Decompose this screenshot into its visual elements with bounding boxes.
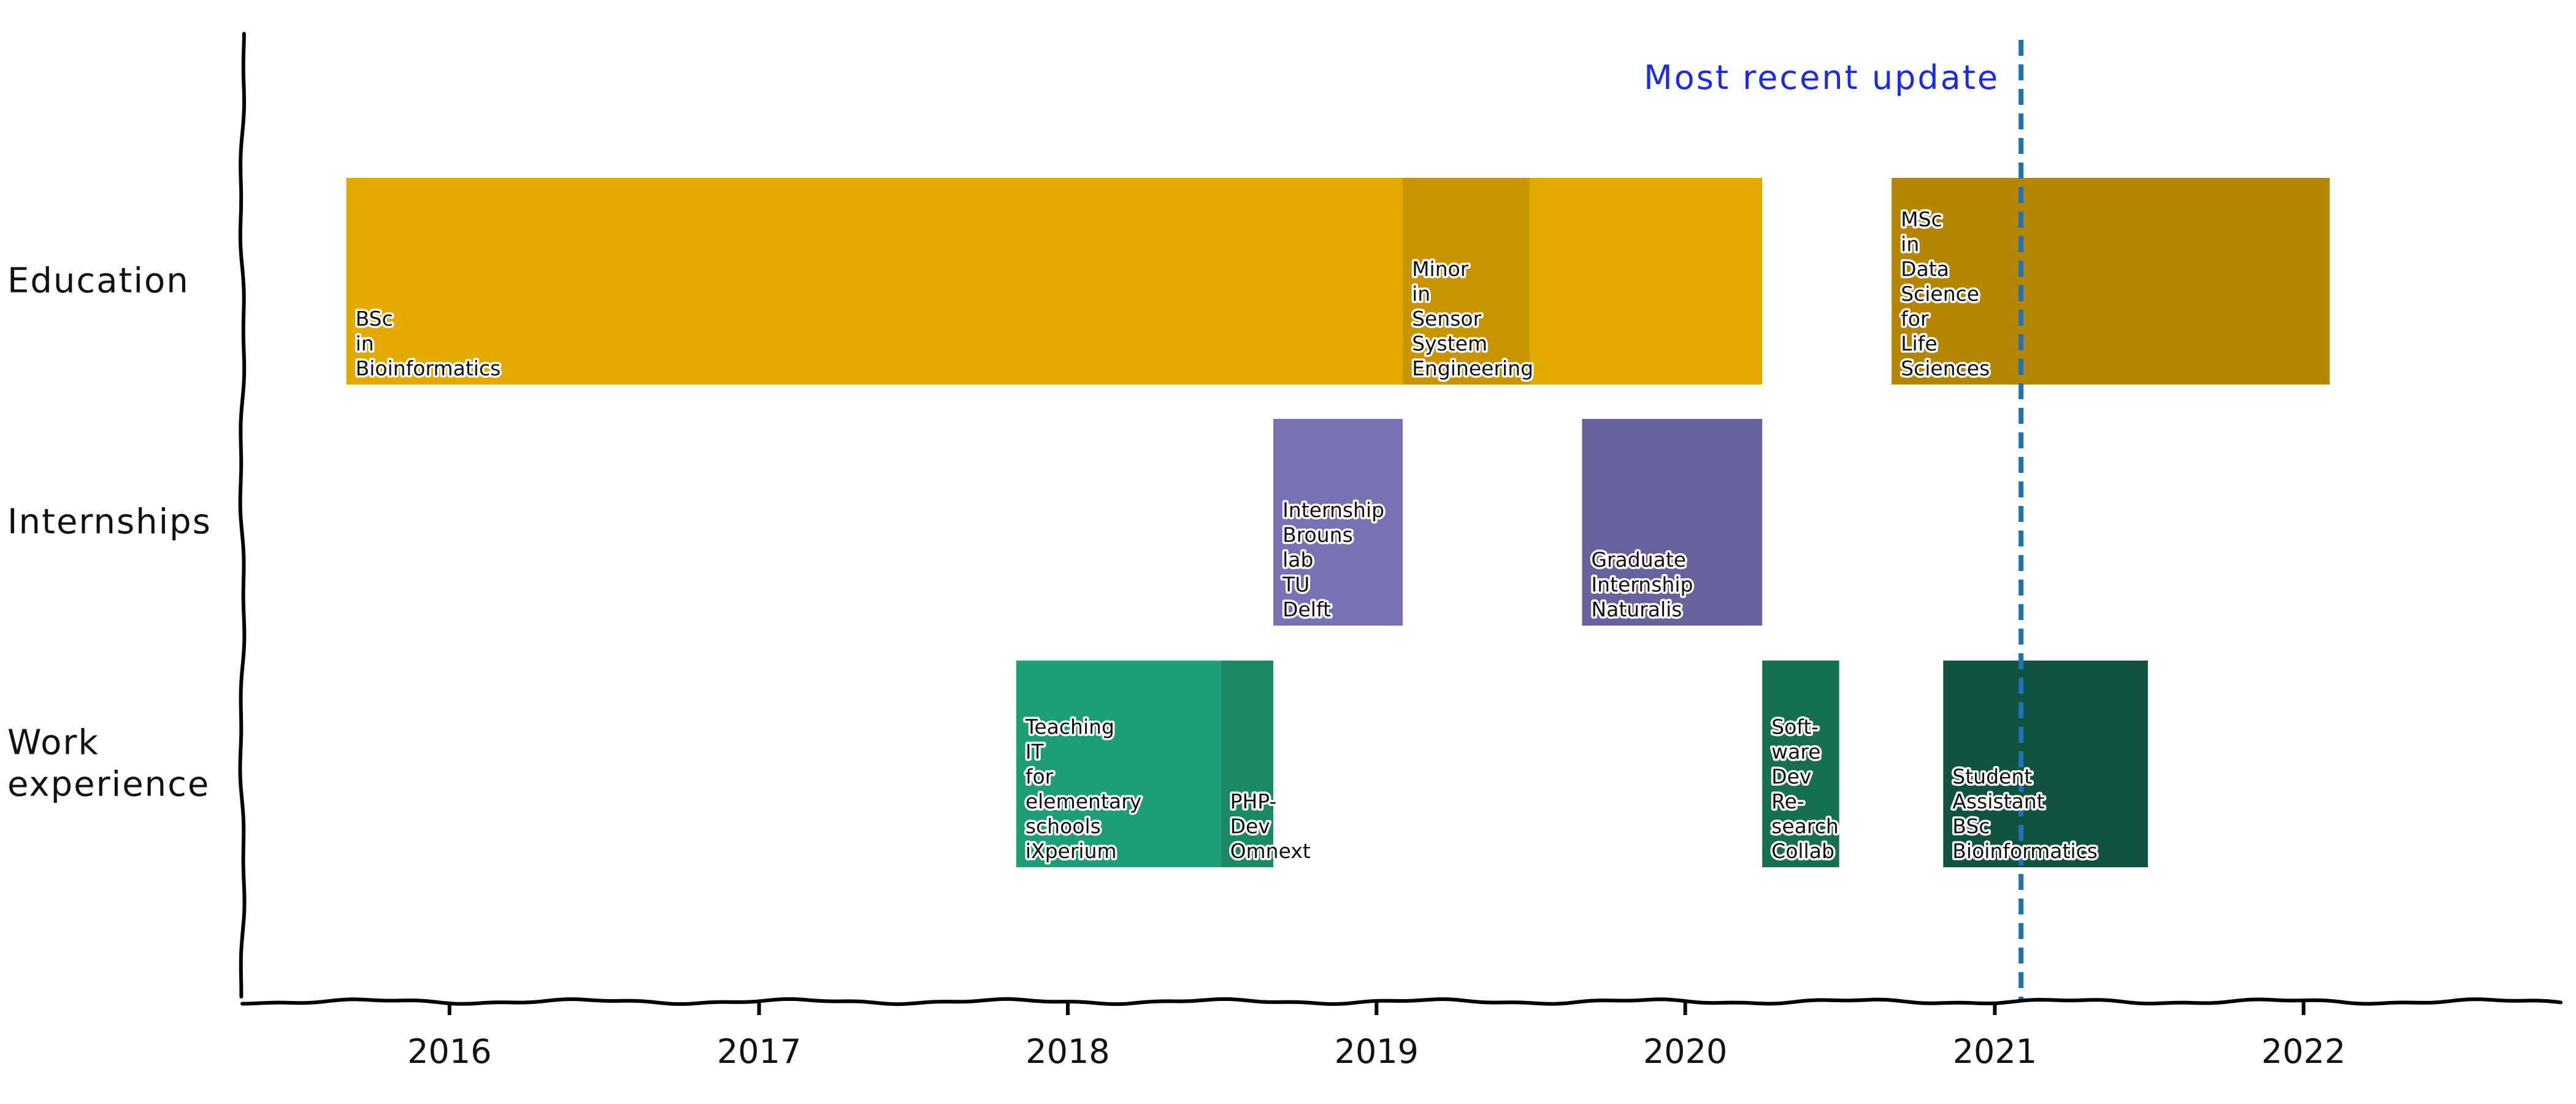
bar-label-php-dev-omnext: PHP-Dev Omnext bbox=[1230, 789, 1311, 863]
category-label-internships: Internships bbox=[7, 502, 212, 542]
bar-label-bsc-in-bioinformatics: BSc in Bioinformatics bbox=[356, 307, 501, 380]
bar-msc-in-data-science-for-life-sciences bbox=[1892, 178, 2330, 385]
bar-php-dev-omnext bbox=[1221, 661, 1274, 867]
x-tick-label-2017: 2017 bbox=[717, 1032, 801, 1071]
bar-label-graduate-internship-naturalis: Graduate Internship Naturalis bbox=[1591, 548, 1693, 621]
bar-label-minor-in-sensor-system-engineering: Minor in Sensor System Engineering bbox=[1412, 257, 1533, 380]
bar-label-internship-brouns-lab-tu-delft: Internship Brouns lab TU Delft bbox=[1282, 498, 1384, 621]
bar-teaching-it-for-elementary-schools-ixperium bbox=[1016, 661, 1221, 867]
bar-label-soft-ware-dev-re-search-collab: Soft-ware Dev Re-search Collab bbox=[1771, 715, 1839, 864]
bar-bsc-in-bioinformatics bbox=[346, 178, 1763, 385]
axes-layer bbox=[238, 32, 2563, 1015]
bars-layer bbox=[346, 178, 2330, 867]
y-axis-line bbox=[238, 32, 247, 999]
x-axis-line bbox=[240, 997, 2563, 1006]
bar-soft-ware-dev-re-search-collab bbox=[1762, 661, 1839, 867]
x-tick-label-2019: 2019 bbox=[1335, 1032, 1419, 1071]
category-label-work-experience: Work experience bbox=[7, 723, 210, 805]
bar-label-teaching-it-for-elementary-schools-ixperium: Teaching IT for elementary schools iXperium bbox=[1025, 715, 1141, 864]
bar-graduate-internship-naturalis bbox=[1582, 419, 1763, 626]
labels-layer: BSc in Bioinformatics Minor in Sensor System En… bbox=[7, 58, 2345, 1071]
bar-label-student-assistant-bsc-bioinformatics: Student Assistant BSc Bioinformatics bbox=[1952, 765, 2098, 864]
bar-minor-in-sensor-system-engineering bbox=[1403, 178, 1530, 385]
bar-student-assistant-bsc-bioinformatics bbox=[1943, 661, 2149, 867]
x-tick-label-2018: 2018 bbox=[1025, 1032, 1110, 1071]
x-tick-label-2022: 2022 bbox=[2261, 1032, 2345, 1071]
x-tick-label-2021: 2021 bbox=[1953, 1032, 2037, 1071]
x-tick-label-2016: 2016 bbox=[407, 1032, 491, 1071]
category-label-education: Education bbox=[7, 261, 190, 301]
bar-label-msc-in-data-science-for-life-sciences: MSc in Data Science for Life Sciences bbox=[1901, 207, 1990, 380]
bar-internship-brouns-lab-tu-delft bbox=[1273, 419, 1403, 626]
annotation-label: Most recent update bbox=[1644, 58, 1999, 97]
x-tick-label-2020: 2020 bbox=[1643, 1032, 1727, 1071]
